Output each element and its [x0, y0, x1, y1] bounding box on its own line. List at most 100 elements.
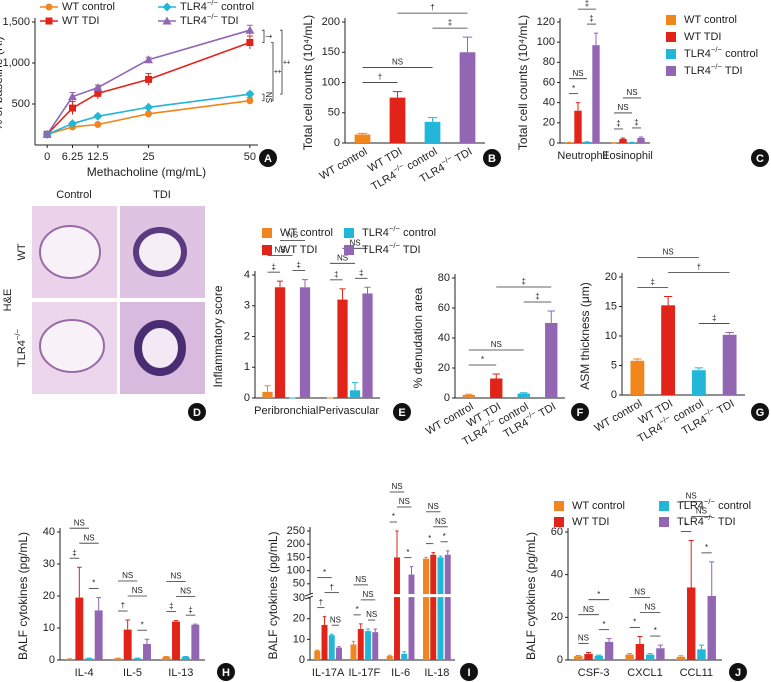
point [145, 110, 153, 118]
x-tick-label: Peribronchial [254, 405, 318, 417]
airway [39, 225, 101, 279]
error-bar [322, 616, 327, 625]
y-tick-label: 100 [287, 565, 305, 577]
error-bar [373, 628, 378, 633]
significance-label: ‡ [297, 261, 301, 270]
legend-label: WT control [684, 14, 737, 26]
y-tick-label: 60 [543, 76, 555, 88]
panel-letter: A [264, 153, 272, 165]
panel-letter: B [488, 153, 496, 165]
significance-label: ‡ [522, 277, 526, 286]
legend-marker [45, 17, 53, 25]
y-axis-label: BALF cytokines (pg/mL) [16, 532, 30, 660]
error-bar [431, 552, 436, 555]
legend-swatch [344, 245, 354, 255]
legend-label: WT TDI [280, 244, 317, 256]
error-bar [395, 530, 399, 558]
point [144, 102, 154, 112]
error-bar [315, 649, 320, 651]
error-bar [357, 132, 368, 135]
panel-letter: C [756, 153, 764, 165]
error-bar [125, 619, 131, 630]
error-bar [387, 654, 392, 656]
significance-label: NS [645, 603, 656, 612]
significance-label: ‡ [334, 270, 338, 279]
legend-swatch [344, 228, 354, 238]
error-bar [657, 644, 663, 649]
bar [604, 641, 614, 660]
significance-label: † [697, 263, 701, 272]
y-tick-label: 20 [438, 362, 450, 374]
significance-label: NS [170, 572, 181, 581]
significance-label: NS [355, 575, 366, 584]
bar [123, 629, 132, 660]
significance-label: NS [132, 586, 143, 595]
significance-label: NS [686, 492, 697, 501]
significance-label: ‡ [651, 278, 655, 287]
significance-label: ‡ [448, 18, 452, 27]
significance-label: NS [626, 88, 637, 97]
significance-bracket [271, 42, 274, 102]
x-tick-label: Neutrophil [557, 150, 607, 162]
y-axis-label: % of baseline (Rₗ) [0, 36, 5, 130]
panel-badge [751, 149, 769, 167]
bar [65, 659, 74, 660]
legend-swatch [666, 32, 676, 42]
y-tick-label: 2 [244, 330, 250, 342]
significance-label: * [406, 548, 409, 557]
error-bar [606, 638, 612, 642]
panel-badge [483, 149, 501, 167]
significance-label: † [264, 34, 273, 38]
legend-label: WT TDI [572, 516, 609, 528]
y-tick-label: 60 [438, 302, 450, 314]
legend-label: WT TDI [62, 15, 99, 27]
significance-label: * [392, 512, 395, 521]
significance-label: NS [491, 340, 502, 349]
significance-label: ‡ [282, 60, 291, 64]
error-bar [438, 555, 443, 558]
bar [143, 644, 151, 660]
point [245, 25, 255, 34]
bar [337, 299, 348, 398]
stain-label: H&E [2, 289, 14, 312]
column-label: TDI [153, 189, 171, 201]
superscript: −/− [389, 224, 401, 233]
significance-label: ‡ [535, 292, 539, 301]
bar [661, 305, 676, 395]
legend-marker [45, 3, 53, 11]
significance-label: NS [634, 588, 645, 597]
error-bar [366, 628, 370, 632]
y-tick-label: 20 [605, 271, 617, 283]
y-axis-label: Total cell counts (10⁴/mL) [301, 15, 315, 150]
bar [181, 656, 190, 660]
bar [645, 654, 655, 660]
y-tick-label: 1,000 [2, 57, 30, 69]
y-tick-label: 4 [244, 269, 250, 281]
y-tick-label: 40 [43, 526, 55, 538]
panel-letter: H [222, 667, 230, 679]
histology-panel: Control TDI WT TLR4−/− H&E D [2, 189, 206, 421]
point [94, 89, 102, 97]
significance-label: NS [392, 58, 403, 67]
y-tick-label: 40 [551, 569, 563, 581]
error-bar [694, 367, 704, 371]
y-tick-label: 150 [287, 551, 305, 563]
error-bar [351, 640, 356, 645]
significance-label: NS [274, 246, 285, 255]
significance-label: * [633, 618, 636, 627]
superscript: −/− [207, 0, 219, 7]
significance-label: * [428, 534, 431, 543]
x-tick-label: 0 [44, 151, 50, 163]
y-axis-label: % denudation area [411, 287, 425, 388]
significance-label: ‡ [712, 314, 716, 323]
point [144, 55, 154, 64]
bar [656, 648, 665, 660]
bar [394, 557, 400, 660]
x-tick-label: 50 [244, 151, 256, 163]
x-tick-label: 6.25 [62, 151, 83, 163]
y-tick-label: 100 [322, 76, 340, 88]
error-bar [329, 633, 334, 636]
panel-badge [188, 403, 206, 421]
